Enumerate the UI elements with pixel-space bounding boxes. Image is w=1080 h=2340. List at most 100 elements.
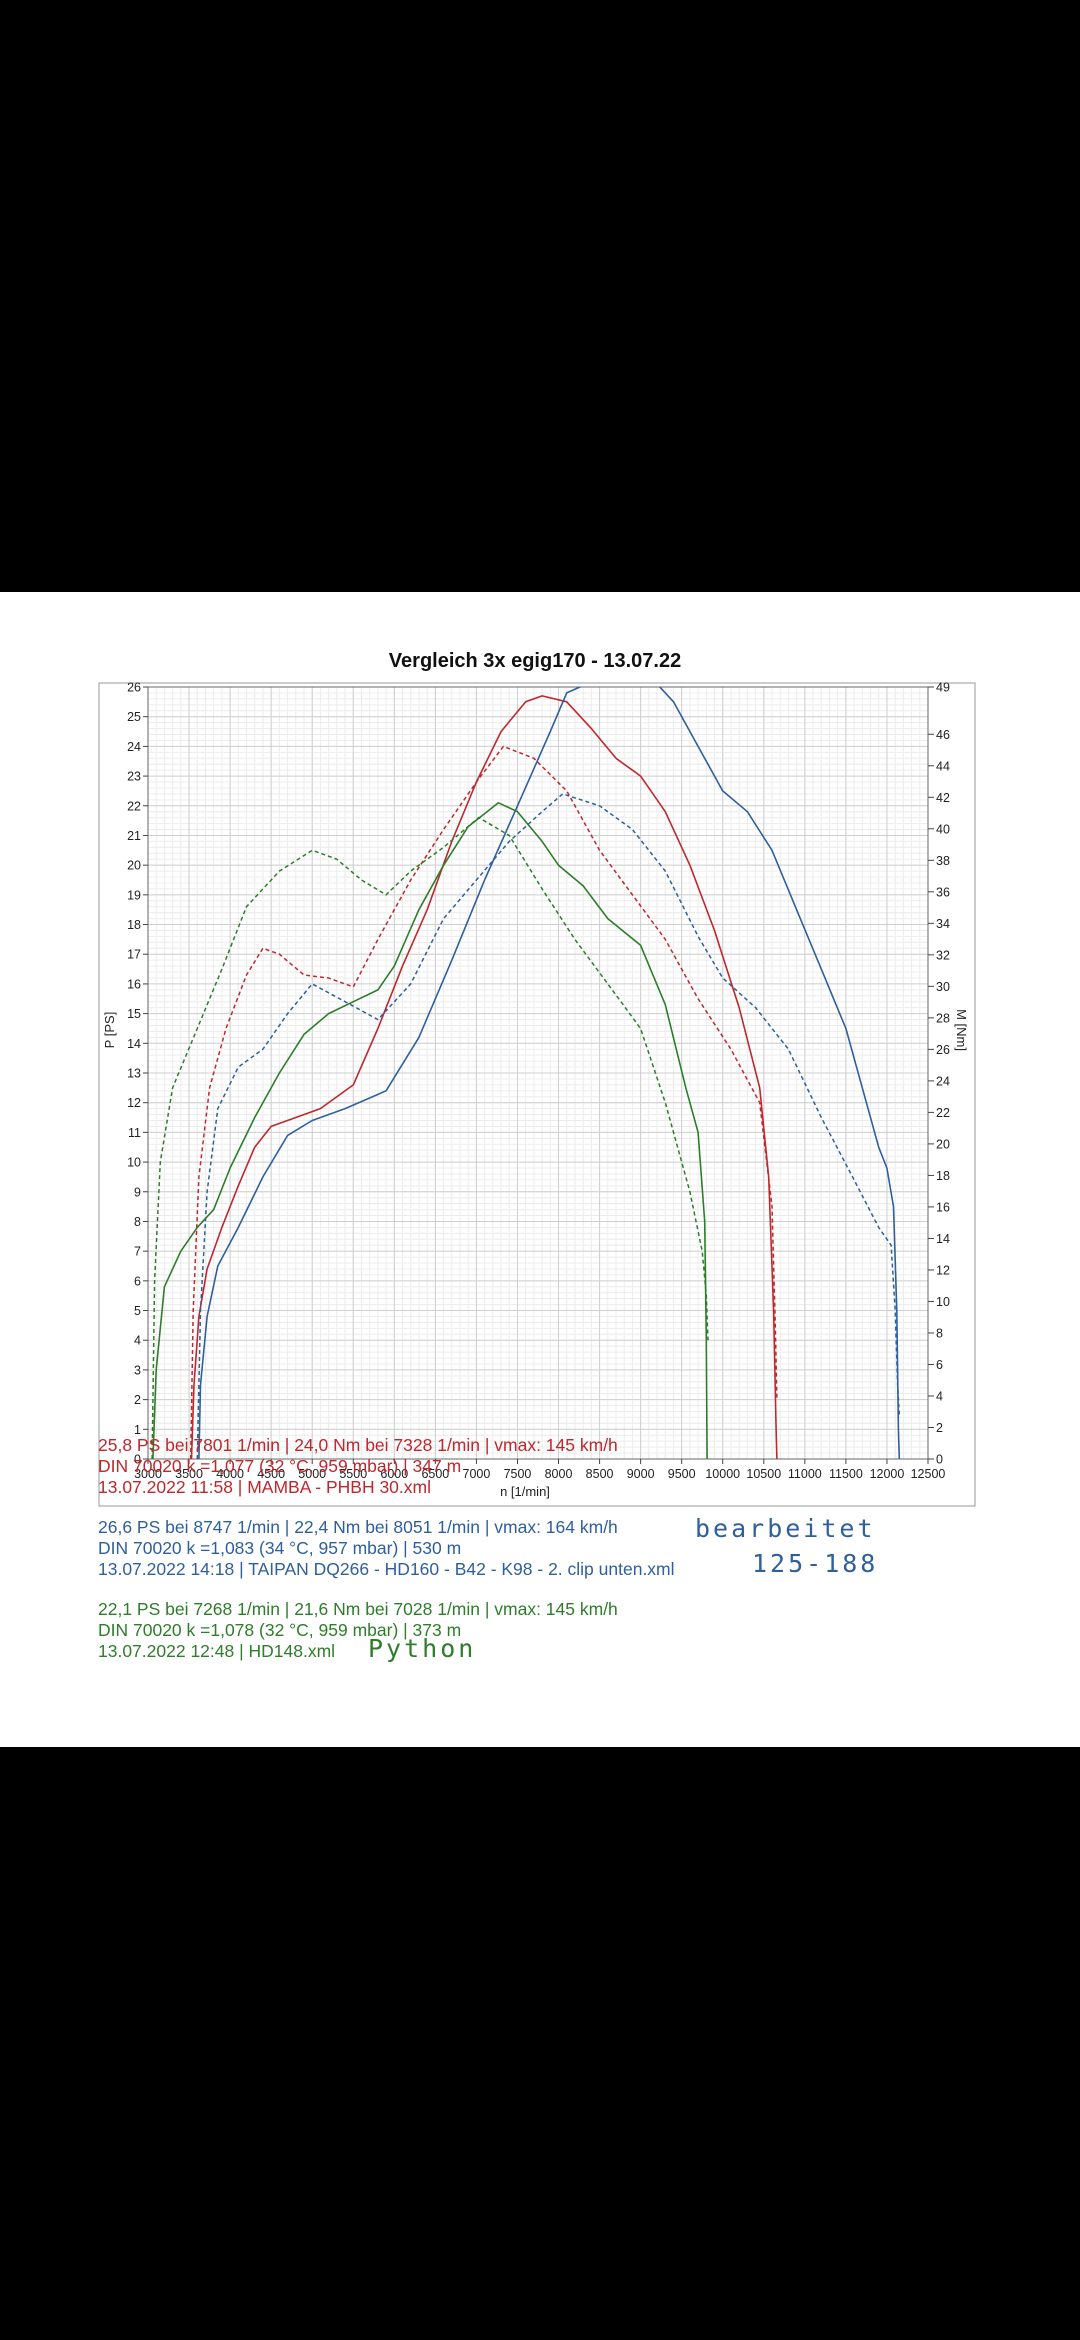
y-tick-label: 8 [134,1215,141,1229]
y2-tick-label: 44 [936,759,950,773]
y2-tick-label: 8 [936,1326,943,1340]
chart-panel: Vergleich 3x egig170 - 13.07.22 3000 3500… [0,592,1080,1747]
y2-tick-label: 26 [936,1043,950,1057]
torque-line-1 [196,793,901,1459]
x-tick-label: 5000 [298,1467,326,1481]
x-tick-label: 9000 [627,1467,655,1481]
y2-tick-label: 24 [936,1074,950,1088]
x-tick-label: 8000 [545,1467,573,1481]
dyno-chart: Vergleich 3x egig170 - 13.07.22 3000 3500… [98,650,976,1507]
y-tick-label: 11 [128,1126,141,1140]
y-tick-label: 2 [134,1393,141,1407]
y-tick-label: 9 [134,1185,141,1199]
y2-tick-label: 4 [936,1389,943,1403]
y-tick-label: 21 [127,829,141,843]
x-tick-label: 4000 [216,1467,244,1481]
y-tick-label: 16 [127,977,141,991]
y2-tick-label: 2 [936,1421,943,1435]
y2-tick-label: 10 [936,1295,950,1309]
x-tick-label: 3500 [175,1467,203,1481]
y2-tick-label: 38 [936,854,950,868]
y2-tick-label: 46 [936,728,950,742]
y2-tick-label: 49 [936,681,950,695]
y-tick-label: 0 [134,1453,141,1467]
info-line: 22,1 PS bei 7268 1/min | 21,6 Nm bei 702… [98,1599,618,1619]
y2-axis-label: M [Nm] [954,1009,969,1051]
chart-title: Vergleich 3x egig170 - 13.07.22 [389,650,681,672]
x-tick-label: 6500 [421,1467,449,1481]
x-tick-label: 6000 [380,1467,408,1481]
x-tick-label: 7500 [504,1467,532,1481]
y-tick-label: 19 [127,888,141,902]
y2-tick-label: 34 [936,917,950,931]
handwritten-note-python: Python [368,1634,477,1663]
y-axis-left: 0123456789101112131415161718192021222324… [127,681,148,1467]
info-block-hd148: 22,1 PS bei 7268 1/min | 21,6 Nm bei 702… [98,1599,618,1662]
y-tick-label: 7 [134,1245,141,1259]
y-tick-label: 26 [127,681,141,695]
y-tick-label: 22 [127,799,141,813]
y2-tick-label: 30 [936,980,950,994]
info-line: 13.07.2022 14:18 | TAIPAN DQ266 - HD160 … [98,1559,675,1579]
y-tick-label: 18 [127,918,141,932]
handwritten-note-edited: bearbeitet [695,1514,876,1543]
y-axis-right: 0246810121416182022242628303234363840424… [928,681,950,1467]
y2-tick-label: 16 [936,1200,950,1214]
series-group [151,687,901,1459]
info-line: DIN 70020 k =1,077 (32 °C, 959 mbar) | 3… [98,1456,462,1476]
x-axis: 3000 3500 4000 4500 5000 5500 6000 6500 7000 7500… [134,1459,945,1481]
torque-line-2 [151,816,709,1459]
x-tick-label: 10500 [746,1467,781,1481]
y-tick-label: 12 [127,1096,141,1110]
x-tick-label: 4500 [257,1467,285,1481]
info-line: 25,8 PS bei 7801 1/min | 24,0 Nm bei 732… [98,1435,618,1455]
x-tick-label: 11000 [788,1467,822,1481]
power-line-2 [152,802,708,1459]
y-tick-label: 15 [127,1007,141,1021]
y-tick-label: 4 [134,1334,141,1348]
y2-tick-label: 0 [936,1453,943,1467]
y-tick-label: 5 [134,1304,141,1318]
info-line: 26,6 PS bei 8747 1/min | 22,4 Nm bei 805… [98,1517,618,1537]
handwritten-note-range: 125-188 [752,1549,879,1578]
x-axis-label: n [1/min] [500,1484,550,1499]
x-tick-label: 12500 [911,1467,946,1481]
y2-tick-label: 36 [936,885,950,899]
y2-tick-label: 20 [936,1137,950,1151]
x-tick-label: 7000 [463,1467,491,1481]
info-line: 13.07.2022 12:48 | HD148.xml [98,1641,336,1661]
y-tick-label: 14 [127,1037,141,1051]
y2-tick-label: 6 [936,1358,943,1372]
info-block-mamba: 25,8 PS bei 7801 1/min | 24,0 Nm bei 732… [98,1435,618,1498]
y-axis-label: P [PS] [102,1012,117,1049]
x-tick-label: 8500 [586,1467,614,1481]
y2-tick-label: 12 [936,1263,950,1277]
info-line: 13.07.2022 11:58 | MAMBA - PHBH 30.xml [98,1477,431,1497]
x-tick-label: 3000 [134,1467,162,1481]
power-line-0 [190,695,778,1459]
info-line: DIN 70020 k =1,078 (32 °C, 959 mbar) | 3… [98,1620,462,1640]
y2-tick-label: 18 [936,1169,950,1183]
x-tick-label: 11500 [829,1467,863,1481]
y-tick-label: 20 [127,859,141,873]
y-tick-label: 25 [127,710,141,724]
y2-tick-label: 42 [936,791,950,805]
y2-tick-label: 32 [936,948,950,962]
chart-outer-frame [98,682,976,1507]
info-line: DIN 70020 k =1,083 (34 °C, 957 mbar) | 5… [98,1538,462,1558]
y-tick-label: 17 [127,948,141,962]
grid-major [147,686,929,1460]
y2-tick-label: 28 [936,1011,950,1025]
y2-tick-label: 14 [936,1232,950,1246]
y-tick-label: 1 [134,1423,141,1437]
y-tick-label: 23 [127,770,141,784]
y2-tick-label: 40 [936,822,950,836]
power-line-1 [198,687,901,1459]
x-tick-label: 12000 [870,1467,905,1481]
x-tick-label: 9500 [668,1467,696,1481]
x-tick-label: 5500 [339,1467,367,1481]
y-tick-label: 24 [127,740,141,754]
y-tick-label: 3 [134,1363,141,1377]
y-tick-label: 6 [134,1274,141,1288]
y-tick-label: 13 [127,1067,141,1081]
